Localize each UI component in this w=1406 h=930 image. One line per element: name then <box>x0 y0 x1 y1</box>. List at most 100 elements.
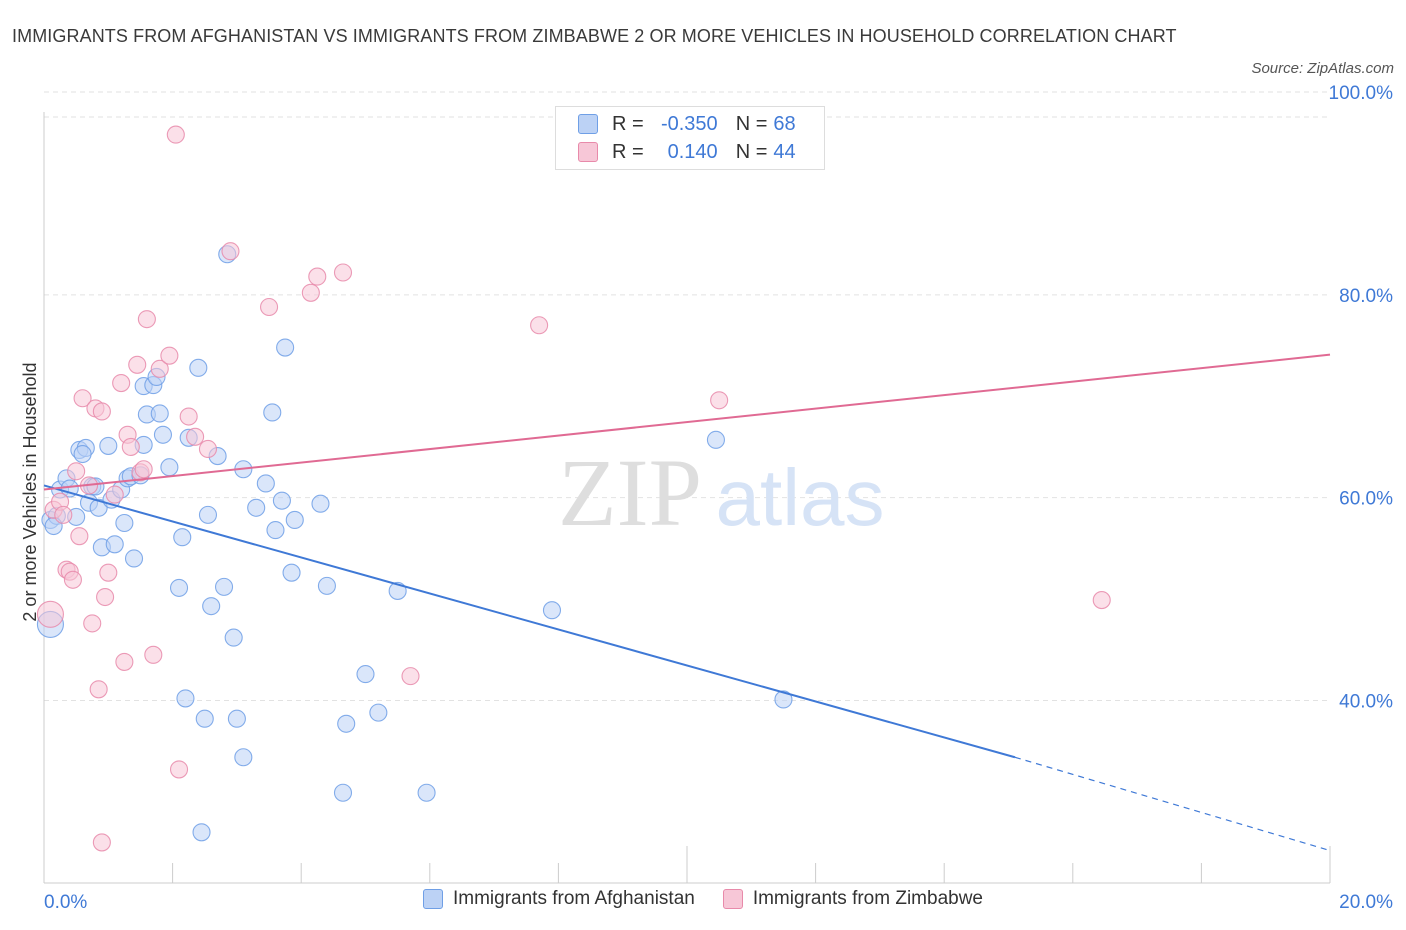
y-tick-label: 80.0% <box>1339 286 1393 307</box>
point-zimbabwe <box>115 652 134 671</box>
point-afghanistan <box>337 714 356 733</box>
legend-swatch-zimbabwe <box>578 142 598 162</box>
point-afghanistan <box>173 528 192 547</box>
point-afghanistan <box>256 474 275 493</box>
point-afghanistan <box>224 628 243 647</box>
point-afghanistan <box>276 338 295 357</box>
watermark: ZIP atlas <box>558 439 884 546</box>
point-afghanistan <box>176 689 195 708</box>
point-zimbabwe <box>1092 591 1111 610</box>
point-zimbabwe <box>112 373 131 393</box>
legend-r-label: R = <box>612 140 644 163</box>
legend-swatch-zimbabwe <box>722 889 743 909</box>
legend-swatch-afghanistan <box>423 889 443 909</box>
x-tick-label: 20.0% <box>1339 892 1393 913</box>
point-zimbabwe <box>169 760 189 779</box>
legend-r-value: -0.350 <box>660 112 718 135</box>
point-afghanistan <box>169 578 189 597</box>
chart-title: IMMIGRANTS FROM AFGHANISTAN VS IMMIGRANT… <box>12 26 1177 46</box>
y-tick-label: 40.0% <box>1339 691 1393 712</box>
point-afghanistan <box>89 498 108 517</box>
point-zimbabwe <box>134 460 153 479</box>
point-zimbabwe <box>401 667 420 686</box>
point-zimbabwe <box>92 402 111 421</box>
point-afghanistan <box>417 783 436 802</box>
point-zimbabwe <box>99 563 118 582</box>
point-zimbabwe <box>710 391 729 410</box>
trendlines <box>43 353 1331 852</box>
point-zimbabwe <box>186 427 205 446</box>
point-zimbabwe <box>63 570 82 589</box>
point-zimbabwe <box>160 346 179 365</box>
point-zimbabwe <box>83 614 102 633</box>
point-zimbabwe <box>54 505 73 524</box>
point-afghanistan <box>153 425 173 444</box>
trendline-zimbabwe <box>43 353 1331 491</box>
point-afghanistan <box>285 510 304 530</box>
point-afghanistan <box>369 703 388 722</box>
axes <box>43 112 1331 884</box>
legend-label-zimbabwe: Immigrants from Zimbabwe <box>752 888 983 909</box>
point-afghanistan <box>706 430 725 449</box>
point-afghanistan <box>311 494 330 513</box>
point-zimbabwe <box>333 263 353 282</box>
legend-r-label: R = <box>612 112 644 135</box>
legend-item-afghanistan: Immigrants from Afghanistan <box>423 888 695 910</box>
y-tick-label: 60.0% <box>1339 489 1393 510</box>
legend-row-zimbabwe: R = 0.140 N = 44 <box>578 140 796 164</box>
legend-n-label: N = <box>735 140 768 163</box>
legend-n-value: 68 <box>773 112 796 135</box>
point-zimbabwe <box>198 439 218 459</box>
point-zimbabwe <box>121 437 140 456</box>
point-zimbabwe <box>128 355 147 374</box>
point-afghanistan <box>198 505 218 524</box>
data-points <box>36 125 1111 852</box>
point-afghanistan <box>105 535 124 554</box>
point-afghanistan <box>195 709 214 728</box>
point-zimbabwe <box>36 600 64 628</box>
point-zimbabwe <box>221 242 240 261</box>
point-zimbabwe <box>259 297 279 317</box>
point-zimbabwe <box>308 267 327 286</box>
point-afghanistan <box>333 783 353 802</box>
point-zimbabwe <box>89 680 108 699</box>
point-afghanistan <box>272 491 291 510</box>
point-afghanistan <box>263 403 282 422</box>
point-afghanistan <box>282 563 301 582</box>
series-legend: Immigrants from Afghanistan Immigrants f… <box>0 888 1406 910</box>
point-afghanistan <box>160 458 179 477</box>
point-zimbabwe <box>67 462 86 481</box>
trendline-afghanistan-extension <box>1014 756 1331 852</box>
legend-n-value: 44 <box>773 140 796 163</box>
point-zimbabwe <box>92 833 111 852</box>
legend-n-label: N = <box>735 112 768 135</box>
point-zimbabwe <box>70 527 89 546</box>
legend-swatch-afghanistan <box>578 114 598 134</box>
point-afghanistan <box>247 498 266 517</box>
point-afghanistan <box>227 709 246 728</box>
point-afghanistan <box>150 404 169 423</box>
legend-row-afghanistan: R = -0.350 N = 68 <box>578 112 796 136</box>
point-afghanistan <box>317 576 336 595</box>
point-afghanistan <box>542 601 562 620</box>
point-zimbabwe <box>301 283 320 302</box>
gridlines <box>44 91 1330 701</box>
point-afghanistan <box>202 597 221 616</box>
point-afghanistan <box>774 690 793 709</box>
watermark-zip: ZIP <box>558 439 702 546</box>
legend-label-afghanistan: Immigrants from Afghanistan <box>453 888 695 909</box>
point-afghanistan <box>356 665 375 684</box>
point-zimbabwe <box>137 310 156 329</box>
point-zimbabwe <box>96 587 115 607</box>
y-axis-label: 2 or more Vehicles in Household <box>20 362 40 621</box>
point-afghanistan <box>99 436 118 455</box>
point-afghanistan <box>234 748 253 767</box>
x-tick-label: 0.0% <box>44 892 87 913</box>
y-tick-label: 100.0% <box>1329 83 1394 104</box>
point-afghanistan <box>189 358 208 377</box>
point-zimbabwe <box>105 485 124 504</box>
point-afghanistan <box>115 513 134 533</box>
watermark-atlas: atlas <box>716 453 885 542</box>
point-zimbabwe <box>166 125 185 144</box>
